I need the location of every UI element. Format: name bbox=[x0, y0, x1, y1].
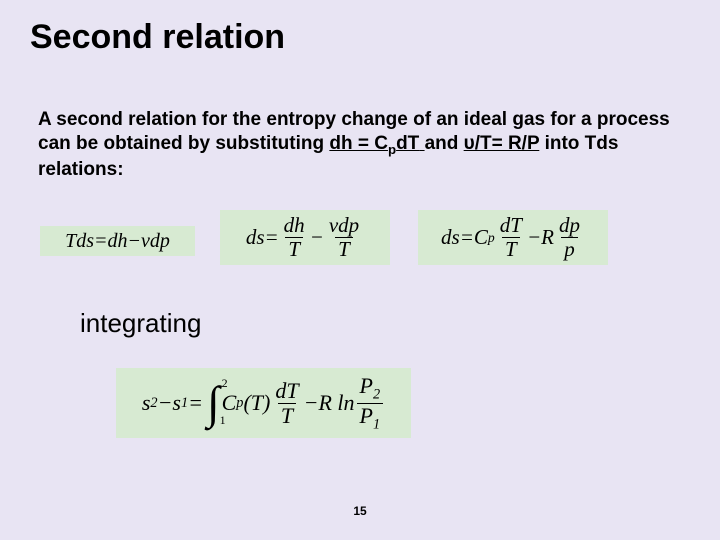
eq4-minus2: − bbox=[304, 390, 319, 416]
eq3-cp-p: p bbox=[488, 230, 495, 246]
eq3-R: R bbox=[541, 225, 554, 250]
eq4-f2-den: P1 bbox=[357, 403, 384, 432]
eq2-f1-num: dh bbox=[281, 215, 308, 237]
eq4-f2-num: P2 bbox=[357, 375, 384, 403]
equation-2: ds = dh T − vdp T bbox=[220, 210, 390, 265]
eq4-P2-P: P bbox=[360, 373, 373, 398]
eq4-equals: = bbox=[188, 390, 203, 416]
eq2-f2-den: T bbox=[335, 237, 353, 260]
eq4-P2-2: 2 bbox=[373, 386, 380, 402]
eq4-P1-P: P bbox=[360, 403, 373, 428]
eq4-Rln: R ln bbox=[318, 390, 354, 416]
eq3-f2-den: p bbox=[561, 237, 578, 260]
eq3-f2-num: dp bbox=[556, 215, 583, 237]
rel1-pre: dh = C bbox=[329, 133, 388, 154]
eq4-cp-p: p bbox=[236, 395, 243, 412]
eq3-minus: − bbox=[527, 225, 541, 250]
eq4-f1-den: T bbox=[278, 403, 296, 427]
eq1-lhs: Tds bbox=[65, 230, 94, 253]
eq4-paren-close: ) bbox=[263, 390, 270, 416]
eq2-equals: = bbox=[265, 225, 279, 250]
eq2-frac2: vdp T bbox=[326, 215, 362, 260]
eq3-cp-c: C bbox=[474, 225, 488, 250]
eq3-equals: = bbox=[460, 225, 474, 250]
body-paragraph: A second relation for the entropy change… bbox=[38, 108, 678, 182]
slide-title: Second relation bbox=[30, 18, 285, 57]
eq3-frac2: dp p bbox=[556, 215, 583, 260]
int-limit-top: 2 bbox=[222, 379, 228, 389]
equation-4: s2 − s1 = ∫ 2 1 Cp (T) dT T − R ln P2 P1 bbox=[116, 368, 411, 438]
para-and: and bbox=[425, 133, 464, 154]
eq2-frac1: dh T bbox=[281, 215, 308, 260]
substitution-1: dh = CpdT bbox=[329, 133, 424, 154]
eq4-s2-s: s bbox=[142, 390, 151, 416]
eq3-frac1: dT T bbox=[497, 215, 525, 260]
substitution-2: υ/T= R/P bbox=[464, 133, 540, 154]
integrating-label: integrating bbox=[80, 308, 201, 339]
rel1-sub: p bbox=[388, 142, 396, 157]
eq4-P1-1: 1 bbox=[373, 416, 380, 432]
eq4-s2-2: 2 bbox=[150, 395, 157, 412]
eq4-frac1: dT T bbox=[272, 380, 301, 427]
eq4-s1-1: 1 bbox=[181, 395, 188, 412]
eq4-f1-num: dT bbox=[272, 380, 301, 403]
eq3-f1-den: T bbox=[502, 237, 520, 260]
eq1-minus: − bbox=[128, 230, 142, 253]
eq4-minus1: − bbox=[158, 390, 173, 416]
rel1-post: dT bbox=[396, 133, 419, 154]
eq4-frac2: P2 P1 bbox=[357, 375, 384, 431]
equation-3: ds = Cp dT T − R dp p bbox=[418, 210, 608, 265]
integral-icon: ∫ 2 1 bbox=[207, 385, 220, 422]
page-number: 15 bbox=[0, 504, 720, 518]
eq1-r1: dh bbox=[108, 230, 128, 253]
eq1-r2: vdp bbox=[141, 230, 170, 253]
eq2-minus: − bbox=[310, 225, 324, 250]
eq1-equals: = bbox=[94, 230, 108, 253]
eq4-T: T bbox=[251, 390, 263, 416]
eq2-f1-den: T bbox=[285, 237, 303, 260]
eq2-lhs: ds bbox=[246, 225, 265, 250]
eq2-f2-num: vdp bbox=[326, 215, 362, 237]
eq3-lhs: ds bbox=[441, 225, 460, 250]
eq4-paren-open: ( bbox=[243, 390, 250, 416]
equation-1: Tds = dh − vdp bbox=[40, 226, 195, 256]
int-limit-bot: 1 bbox=[220, 416, 226, 426]
eq4-s1-s: s bbox=[172, 390, 181, 416]
eq3-f1-num: dT bbox=[497, 215, 525, 237]
